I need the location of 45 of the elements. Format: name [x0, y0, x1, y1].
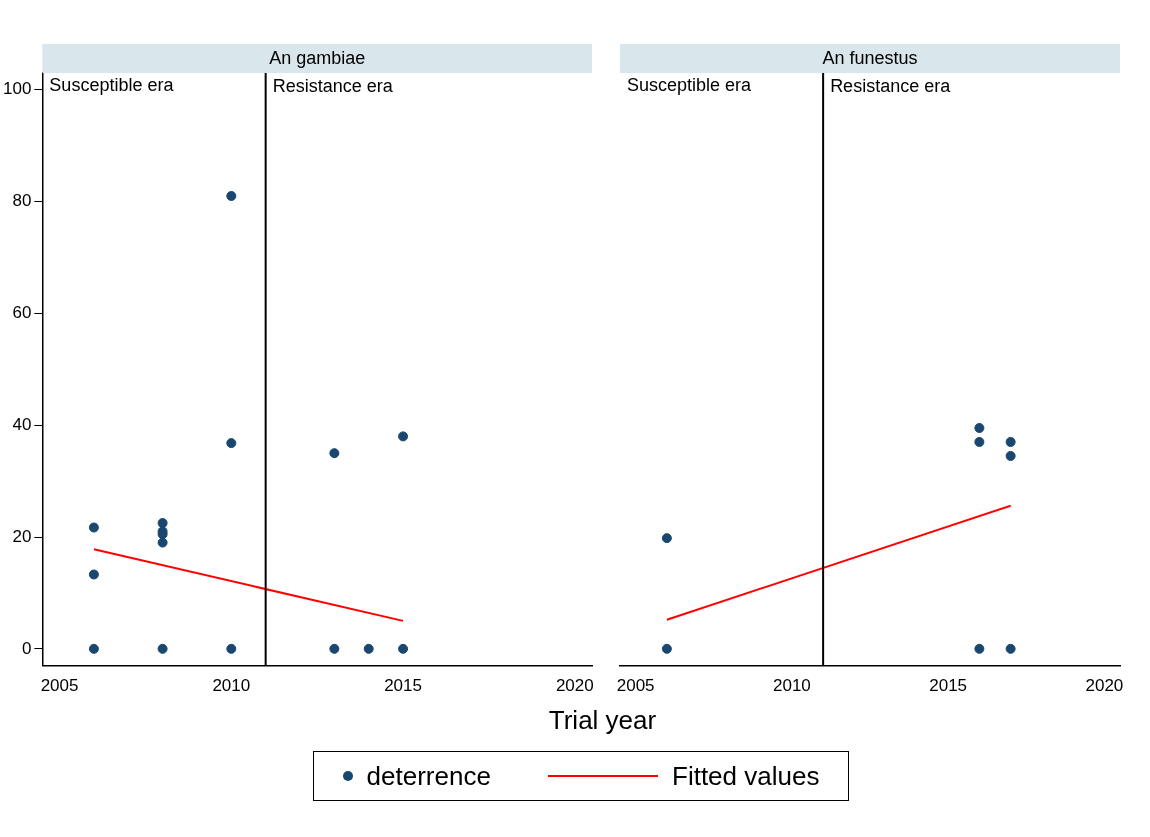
x-tick-label: 2005 [616, 676, 655, 696]
point [1005, 436, 1016, 447]
point [88, 569, 99, 580]
legend-label: deterrence [366, 760, 491, 792]
x-tick-label: 2005 [40, 676, 79, 696]
chart-title: An funestus [822, 47, 918, 68]
point [88, 643, 99, 654]
legend-label: Fitted values [672, 760, 820, 792]
y-tick-label: 20 [12, 526, 32, 546]
point [226, 438, 237, 449]
x-tick-label: 2015 [384, 676, 422, 696]
point [363, 643, 374, 654]
y-tick-label: 100 [2, 79, 32, 99]
y-tick-label: 0 [21, 638, 32, 658]
point [974, 423, 985, 433]
x-tick-label: 2020 [1085, 676, 1124, 696]
y-tick-label: 80 [12, 191, 32, 211]
annotation: Susceptible era [49, 74, 175, 95]
point [1005, 643, 1016, 654]
ref-line-label: Resistance era [830, 75, 952, 96]
x-tick-label: 2015 [929, 676, 968, 696]
point [329, 643, 340, 654]
point [88, 522, 99, 533]
point [157, 537, 168, 548]
point [157, 643, 168, 654]
ref-line-label: Resistance era [272, 75, 394, 96]
point [226, 190, 237, 201]
point [974, 436, 985, 447]
x-axis-title: Trial year [547, 705, 658, 736]
point [661, 643, 672, 654]
y-tick-label: 60 [12, 303, 32, 323]
chart-title: An gambiae [269, 47, 366, 68]
x-tick-label: 2020 [555, 676, 594, 696]
point [329, 448, 340, 459]
point [398, 431, 409, 442]
x-tick-label: 2010 [212, 676, 251, 696]
x-tick-label: 2010 [772, 676, 811, 696]
point [157, 518, 168, 529]
point [226, 643, 237, 654]
point [974, 643, 985, 654]
y-tick-label: 40 [12, 414, 32, 434]
annotation: Susceptible era [627, 74, 753, 95]
point [398, 643, 409, 654]
point [1005, 450, 1016, 461]
point [661, 533, 672, 544]
